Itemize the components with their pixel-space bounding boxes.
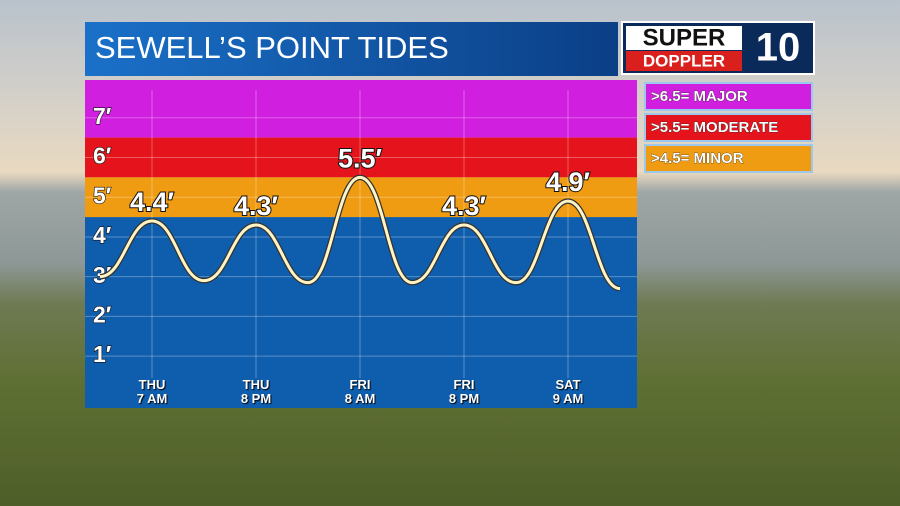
title-bar [85, 22, 618, 76]
value-label: 4.3′ [442, 191, 486, 221]
value-label: 4.4′ [130, 187, 174, 217]
x-tick-label: THU 8 PM [240, 377, 272, 406]
logo-number: 10 [756, 26, 801, 70]
y-tick-label: 1′ [93, 341, 112, 367]
threshold-label: >5.5= MODERATE [651, 119, 778, 136]
y-tick-label: 6′ [93, 143, 112, 169]
x-tick-label: THU 7 AM [136, 377, 168, 406]
logo-top: SUPER [643, 24, 726, 51]
y-tick-label: 5′ [93, 182, 112, 208]
threshold-box [644, 82, 813, 111]
y-tick-label: 7′ [93, 103, 112, 129]
logo-top-bg [626, 26, 742, 50]
band [85, 80, 637, 138]
threshold-label: >4.5= MINOR [651, 150, 744, 167]
threshold-box [644, 144, 813, 173]
chart-title: SEWELL’S POINT TIDES [95, 30, 449, 65]
x-tick-label: FRI 8 AM [344, 377, 376, 406]
y-tick-label: 2′ [93, 301, 112, 327]
band [85, 177, 637, 218]
band [85, 137, 637, 178]
tide-line [99, 175, 621, 291]
value-label: 4.3′ [234, 191, 278, 221]
logo-bottom: DOPPLER [643, 51, 725, 70]
logo-bottom-bg [626, 51, 742, 71]
threshold-label: >6.5= MAJOR [651, 88, 748, 105]
x-tick-label: FRI 8 PM [448, 377, 480, 406]
y-tick-label: 4′ [93, 222, 112, 248]
threshold-box [644, 113, 813, 142]
x-tick-label: SAT 9 AM [552, 377, 584, 406]
value-label: 4.9′ [546, 167, 590, 197]
value-label: 5.5′ [338, 143, 382, 173]
